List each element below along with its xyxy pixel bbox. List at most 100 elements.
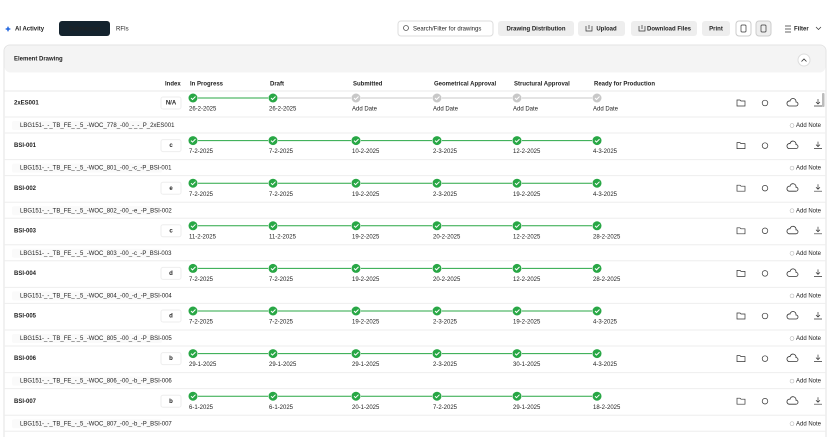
step-date: 7-2-2025 bbox=[189, 192, 214, 198]
history-icon[interactable] bbox=[761, 355, 769, 362]
cloud-icon[interactable] bbox=[786, 396, 799, 405]
history-icon[interactable] bbox=[761, 312, 769, 320]
search-box[interactable] bbox=[397, 20, 494, 37]
add-note-icon[interactable] bbox=[789, 421, 795, 426]
step-status bbox=[351, 263, 361, 273]
step-check bbox=[514, 351, 520, 356]
folder-icon[interactable] bbox=[736, 312, 746, 320]
step-check bbox=[514, 309, 520, 314]
folder-icon[interactable] bbox=[736, 227, 746, 235]
step-check bbox=[353, 351, 359, 356]
add-note[interactable]: Add Note bbox=[796, 251, 822, 257]
step-check bbox=[190, 138, 196, 143]
file-pill bbox=[12, 291, 162, 301]
tab-active-bg bbox=[59, 21, 110, 36]
download-icon[interactable] bbox=[814, 269, 822, 277]
cloud-icon[interactable] bbox=[786, 183, 799, 192]
download-icon[interactable] bbox=[814, 312, 822, 320]
history-icon[interactable] bbox=[761, 398, 769, 405]
folder-icon[interactable] bbox=[736, 99, 746, 107]
step-check bbox=[434, 138, 440, 143]
cloud-icon[interactable] bbox=[786, 268, 799, 277]
add-note-icon[interactable] bbox=[789, 165, 795, 171]
tab[interactable]: AI Activity bbox=[15, 27, 45, 33]
tab[interactable]: RFIs bbox=[116, 27, 129, 33]
folder-icon[interactable] bbox=[736, 355, 746, 362]
step-date: 7-2-2025 bbox=[269, 149, 294, 155]
step-check bbox=[270, 96, 276, 101]
toolbar-button[interactable] bbox=[578, 21, 625, 36]
index-box bbox=[160, 352, 182, 366]
step-status bbox=[592, 221, 602, 231]
folder-icon[interactable] bbox=[736, 142, 746, 149]
add-note[interactable]: Add Note bbox=[796, 421, 822, 427]
toolbar-button[interactable] bbox=[702, 21, 730, 36]
collapse-button[interactable] bbox=[797, 53, 811, 67]
toolbar-button[interactable] bbox=[498, 21, 574, 36]
download-icon[interactable] bbox=[814, 141, 822, 149]
button-icon bbox=[638, 25, 646, 32]
toolbar-button[interactable] bbox=[631, 21, 697, 36]
add-note-icon[interactable] bbox=[789, 336, 795, 341]
column-header: Index bbox=[165, 82, 181, 88]
add-note-icon[interactable] bbox=[789, 293, 795, 299]
download-icon[interactable] bbox=[814, 184, 822, 192]
download-icon[interactable] bbox=[814, 354, 822, 362]
cloud-icon[interactable] bbox=[786, 353, 799, 362]
download-icon[interactable] bbox=[814, 99, 822, 107]
history-icon[interactable] bbox=[761, 270, 769, 277]
filter-icon[interactable] bbox=[785, 25, 791, 33]
step-date: 19-2-2025 bbox=[513, 320, 541, 326]
filter-label[interactable]: Filter bbox=[794, 27, 809, 33]
folder-icon[interactable] bbox=[736, 270, 746, 277]
icon-button[interactable] bbox=[735, 20, 752, 37]
step-check bbox=[190, 309, 196, 314]
step-check bbox=[270, 394, 276, 399]
step-date[interactable]: Add Date bbox=[352, 107, 378, 113]
cloud-icon[interactable] bbox=[786, 311, 799, 320]
step-date[interactable]: Add Date bbox=[513, 107, 539, 113]
folder-icon[interactable] bbox=[736, 397, 746, 405]
step-status bbox=[432, 178, 442, 188]
icon-button[interactable] bbox=[755, 20, 772, 37]
history-icon[interactable] bbox=[761, 142, 769, 149]
download-icon[interactable] bbox=[814, 226, 822, 235]
history-icon[interactable] bbox=[761, 227, 769, 234]
folder-icon[interactable] bbox=[736, 184, 746, 192]
tab[interactable]: Submission bbox=[69, 27, 100, 33]
add-note-icon[interactable] bbox=[789, 208, 795, 213]
cloud-icon[interactable] bbox=[786, 225, 799, 235]
column-header: Structural Approval bbox=[514, 82, 570, 88]
cloud-icon[interactable] bbox=[786, 140, 799, 149]
step-status bbox=[268, 221, 278, 231]
step-date[interactable]: Add Date bbox=[433, 107, 459, 113]
step-date: 26-2-2025 bbox=[189, 107, 217, 113]
column-header: Draft bbox=[270, 82, 284, 88]
add-note[interactable]: Add Note bbox=[796, 379, 822, 385]
step-check bbox=[434, 351, 440, 356]
index-box bbox=[160, 224, 182, 238]
step-check bbox=[434, 223, 440, 229]
step-date: 29-1-2025 bbox=[269, 362, 297, 368]
step-date: 20-2-2025 bbox=[433, 234, 461, 240]
add-note[interactable]: Add Note bbox=[796, 293, 822, 299]
history-icon[interactable] bbox=[761, 185, 769, 192]
add-note-icon[interactable] bbox=[789, 378, 795, 384]
file-pill bbox=[12, 419, 162, 429]
add-note-icon[interactable] bbox=[789, 251, 795, 256]
add-note[interactable]: Add Note bbox=[796, 336, 822, 342]
download-icon[interactable] bbox=[814, 397, 822, 405]
step-check bbox=[434, 309, 440, 314]
step-status bbox=[268, 306, 278, 316]
cloud-icon[interactable] bbox=[786, 98, 799, 107]
step-date[interactable]: Add Date bbox=[593, 107, 619, 113]
step-check bbox=[514, 223, 520, 229]
filter-caret bbox=[815, 26, 822, 30]
step-date: 19-2-2025 bbox=[513, 192, 541, 198]
step-check bbox=[190, 266, 196, 271]
history-icon[interactable] bbox=[761, 99, 769, 107]
add-note-icon[interactable] bbox=[789, 123, 795, 128]
add-note[interactable]: Add Note bbox=[796, 166, 822, 172]
add-note[interactable]: Add Note bbox=[796, 123, 822, 129]
add-note[interactable]: Add Note bbox=[796, 208, 822, 214]
